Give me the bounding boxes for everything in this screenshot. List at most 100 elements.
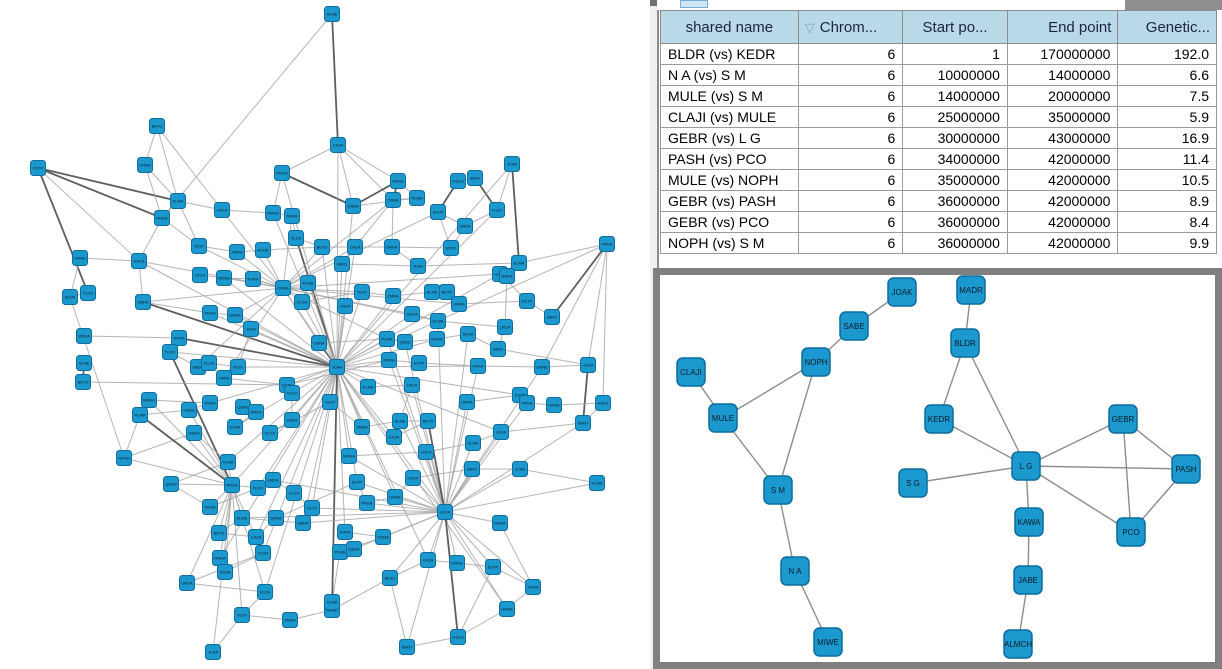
network-node[interactable]: SGVA <box>227 419 243 435</box>
network-node[interactable]: YEST <box>322 394 338 410</box>
network-node[interactable]: IBRO <box>334 256 350 272</box>
table-row[interactable]: PASH (vs) PCO 6 34000000 42000000 11.4 <box>660 148 1217 170</box>
network-node[interactable]: MDNA <box>341 448 357 464</box>
network-node[interactable]: DRNA <box>137 157 153 173</box>
network-node[interactable]: MDNA <box>141 392 157 408</box>
network-node[interactable]: SABE <box>839 311 869 341</box>
network-node[interactable]: FRGA <box>202 305 218 321</box>
network-node[interactable]: ESTP <box>349 474 365 490</box>
network-node[interactable]: ESTP <box>443 240 459 256</box>
network-node[interactable]: VLCA <box>286 485 302 501</box>
network-node[interactable]: RNDA <box>499 268 515 284</box>
network-node[interactable]: SGVA <box>217 564 233 580</box>
network-node[interactable]: OSNA <box>275 280 291 296</box>
network-node[interactable]: ALME <box>424 284 440 300</box>
network-node[interactable]: YEST <box>230 359 246 375</box>
network-node[interactable]: KLMA <box>511 255 527 271</box>
table-row[interactable]: N A (vs) S M 6 10000000 14000000 6.6 <box>660 64 1217 86</box>
network-node[interactable]: LRCA <box>192 267 208 283</box>
network-node[interactable]: NVRA <box>337 524 353 540</box>
network-node[interactable]: VLCA <box>262 425 278 441</box>
network-node[interactable]: QSAD <box>163 476 179 492</box>
network-node[interactable]: DRNA <box>384 239 400 255</box>
network-node[interactable]: CAZA <box>248 529 264 545</box>
network-node[interactable]: MADR <box>956 275 986 305</box>
network-node[interactable]: ZMRA <box>282 612 298 628</box>
column-header-end-point[interactable]: End point <box>1006 10 1119 44</box>
network-node[interactable]: KAWA <box>1014 507 1044 537</box>
network-node[interactable]: GRNE <box>546 397 562 413</box>
network-node[interactable]: PCO <box>1116 517 1146 547</box>
network-node[interactable]: YEST <box>354 284 370 300</box>
network-node[interactable]: RNDA <box>212 550 228 566</box>
network-node[interactable]: PASH <box>1171 454 1201 484</box>
network-node[interactable]: IBRO <box>575 415 591 431</box>
network-node[interactable]: HSCA <box>131 253 147 269</box>
network-node[interactable]: YEST <box>191 238 207 254</box>
network-node[interactable]: VLCA <box>288 230 304 246</box>
network-node[interactable]: DRNA <box>449 555 465 571</box>
network-node[interactable]: ALME <box>324 6 340 22</box>
network-node[interactable]: DRNA <box>268 510 284 526</box>
network-node[interactable]: LRCA <box>497 319 513 335</box>
network-node[interactable]: KLMA <box>324 594 340 610</box>
network-node[interactable]: JCAA <box>504 156 520 172</box>
network-node[interactable]: NVRA <box>116 450 132 466</box>
network-node[interactable]: JCAA <box>329 359 345 375</box>
network-node[interactable]: S G <box>898 468 928 498</box>
network-node[interactable]: BETO <box>420 413 436 429</box>
network-node[interactable]: MDNA <box>216 270 232 286</box>
network-node[interactable]: KEDR <box>924 404 954 434</box>
network-node[interactable]: TLDO <box>80 285 96 301</box>
network-node[interactable]: ALME <box>392 413 408 429</box>
network-node[interactable]: MULE <box>708 403 738 433</box>
table-row[interactable]: NOPH (vs) S M 6 36000000 42000000 9.9 <box>660 232 1217 254</box>
network-node[interactable]: FRGA <box>274 165 290 181</box>
network-node[interactable]: PLMA <box>132 407 148 423</box>
network-node[interactable]: TLDO <box>284 385 300 401</box>
network-node[interactable]: JCAA <box>243 321 259 337</box>
network-node[interactable]: SGVA <box>202 499 218 515</box>
network-node[interactable]: DRNA <box>451 296 467 312</box>
network-node[interactable]: CAZA <box>347 239 363 255</box>
scrollbar-thumb[interactable] <box>680 0 708 8</box>
network-node[interactable]: NOPH <box>801 347 831 377</box>
network-node[interactable]: MIWE <box>813 627 843 657</box>
network-node[interactable]: LRCA <box>214 202 230 218</box>
column-header-shared-name[interactable]: shared name <box>660 10 799 44</box>
network-node[interactable]: GRNE <box>227 307 243 323</box>
network-node[interactable]: CLAJI <box>676 357 706 387</box>
network-node[interactable]: GRNE <box>72 250 88 266</box>
network-node[interactable]: OSNA <box>385 192 401 208</box>
network-node[interactable]: ESTP <box>519 293 535 309</box>
network-node[interactable]: ESTP <box>30 160 46 176</box>
network-node[interactable]: HSCA <box>405 470 421 486</box>
network-node[interactable]: NVRA <box>171 330 187 346</box>
network-node[interactable]: SGVA <box>460 326 476 342</box>
network-node[interactable]: JABE <box>1013 565 1043 595</box>
network-node[interactable]: IBRO <box>467 170 483 186</box>
network-node[interactable]: HSCA <box>595 395 611 411</box>
table-row[interactable]: GEBR (vs) PASH 6 36000000 42000000 8.9 <box>660 190 1217 212</box>
network-node[interactable]: JCAA <box>205 644 221 660</box>
network-node[interactable]: ZMRA <box>295 515 311 531</box>
table-row[interactable]: CLAJI (vs) MULE 6 25000000 35000000 5.9 <box>660 106 1217 128</box>
network-node[interactable]: ESTP <box>411 355 427 371</box>
network-node[interactable]: ALME <box>255 242 271 258</box>
network-node[interactable]: LRCA <box>437 504 453 520</box>
network-node[interactable]: ALME <box>76 355 92 371</box>
network-node[interactable]: JCAA <box>493 424 509 440</box>
network-node[interactable]: NVRA <box>245 271 261 287</box>
network-node[interactable]: NVRA <box>202 395 218 411</box>
network-node[interactable]: UBDA <box>457 218 473 234</box>
network-node[interactable]: SGVA <box>430 204 446 220</box>
network-node[interactable]: QSAD <box>397 334 413 350</box>
network-node[interactable]: FRGA <box>359 495 375 511</box>
network-node[interactable]: VLCA <box>294 294 310 310</box>
network-node[interactable]: L G <box>1011 451 1041 481</box>
network-node[interactable]: IBRO <box>544 309 560 325</box>
network-node[interactable]: MDNA <box>492 515 508 531</box>
network-node[interactable]: KLMA <box>589 475 605 491</box>
network-node[interactable]: RNDA <box>429 331 445 347</box>
